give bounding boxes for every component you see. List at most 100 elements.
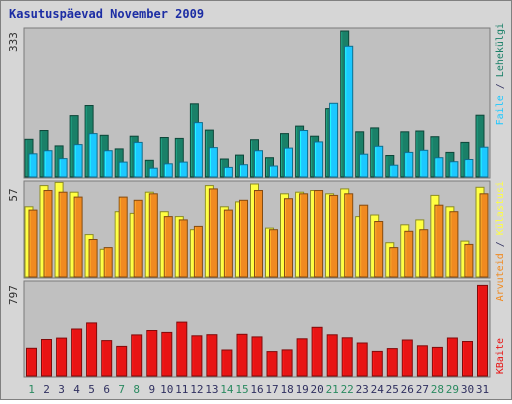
bar-Faile-21 xyxy=(329,102,339,178)
x-tick-label-21: 21 xyxy=(326,383,339,396)
bar-Faile-28 xyxy=(434,157,444,178)
series-Arvuteid xyxy=(28,188,489,278)
bar-KBaite-3 xyxy=(56,337,68,377)
y-max-label-bottom: 797 xyxy=(7,285,20,305)
bar-Arvuteid-17 xyxy=(269,229,278,278)
x-tick-label-23: 23 xyxy=(356,383,369,396)
bar-Arvuteid-15 xyxy=(239,199,248,278)
bar-Faile-11 xyxy=(178,161,188,178)
bar-Arvuteid-30 xyxy=(464,243,474,278)
bar-Arvuteid-18 xyxy=(284,198,293,278)
bar-Faile-7 xyxy=(118,161,128,178)
bar-Faile-6 xyxy=(103,150,113,178)
bar-KBaite-5 xyxy=(86,322,98,377)
x-tick-label-7: 7 xyxy=(118,383,125,396)
bar-Arvuteid-3 xyxy=(58,191,68,278)
x-tick-label-16: 16 xyxy=(250,383,263,396)
bar-KBaite-14 xyxy=(221,349,233,377)
bar-Arvuteid-25 xyxy=(389,247,399,278)
bar-Faile-20 xyxy=(314,141,324,178)
x-tick-label-17: 17 xyxy=(265,383,278,396)
bar-KBaite-24 xyxy=(371,350,383,377)
bar-Faile-10 xyxy=(163,163,173,178)
x-tick-label-1: 1 xyxy=(28,383,35,396)
bar-Faile-12 xyxy=(193,122,203,178)
x-tick-label-19: 19 xyxy=(295,383,308,396)
bar-Faile-27 xyxy=(419,149,429,178)
bar-Faile-8 xyxy=(133,141,143,178)
bar-KBaite-2 xyxy=(41,339,52,377)
legend-group: Arvuteid / Külastusi xyxy=(495,181,506,301)
bar-KBaite-7 xyxy=(116,345,128,377)
legend-KBaite: KBaite xyxy=(495,338,506,374)
bar-Arvuteid-31 xyxy=(479,193,489,278)
bar-KBaite-25 xyxy=(386,348,398,377)
bar-Arvuteid-6 xyxy=(103,247,113,278)
bar-KBaite-22 xyxy=(341,337,353,377)
bar-Arvuteid-28 xyxy=(434,204,444,278)
bar-Faile-17 xyxy=(269,165,278,178)
bar-KBaite-21 xyxy=(326,334,338,377)
bar-Faile-30 xyxy=(464,159,474,178)
bar-Faile-24 xyxy=(374,145,384,178)
bar-Arvuteid-23 xyxy=(359,204,369,278)
legend-group: Faile / Lehekülgi xyxy=(495,23,506,125)
bar-Arvuteid-19 xyxy=(299,193,309,278)
bar-Arvuteid-27 xyxy=(419,229,429,278)
x-tick-label-27: 27 xyxy=(416,383,429,396)
bar-KBaite-26 xyxy=(401,339,413,377)
bar-KBaite-31 xyxy=(477,284,488,377)
bar-KBaite-13 xyxy=(206,334,218,377)
x-tick-label-13: 13 xyxy=(205,383,218,396)
bar-KBaite-1 xyxy=(26,347,37,377)
bar-Faile-1 xyxy=(28,153,38,178)
legend-group: KBaite xyxy=(495,338,506,374)
legend-Faile: Faile xyxy=(495,95,506,125)
x-tick-label-10: 10 xyxy=(160,383,173,396)
x-tick-label-6: 6 xyxy=(103,383,110,396)
x-tick-label-20: 20 xyxy=(310,383,323,396)
panel-middle xyxy=(23,180,491,279)
bar-Arvuteid-4 xyxy=(73,196,83,278)
bar-KBaite-20 xyxy=(311,326,323,377)
legend-Arvuteid: Arvuteid xyxy=(495,253,506,301)
x-tick-label-14: 14 xyxy=(220,383,234,396)
bar-Faile-31 xyxy=(479,146,489,178)
bar-Faile-22 xyxy=(344,45,354,178)
bar-KBaite-8 xyxy=(131,334,143,377)
bar-Faile-4 xyxy=(73,144,83,178)
bar-Faile-16 xyxy=(254,150,263,178)
x-tick-label-25: 25 xyxy=(386,383,399,396)
bar-Faile-14 xyxy=(223,166,233,178)
bar-Faile-3 xyxy=(58,158,68,178)
bar-Arvuteid-10 xyxy=(163,216,173,278)
bar-Arvuteid-2 xyxy=(43,190,53,278)
bar-Arvuteid-14 xyxy=(223,209,233,278)
bar-Arvuteid-29 xyxy=(449,211,459,278)
panel-top xyxy=(23,27,491,179)
bar-Faile-2 xyxy=(43,150,53,178)
bar-KBaite-15 xyxy=(236,333,248,377)
x-tick-label-8: 8 xyxy=(133,383,140,396)
bar-Faile-29 xyxy=(449,161,459,178)
bar-KBaite-29 xyxy=(446,337,458,377)
bar-KBaite-9 xyxy=(146,330,158,377)
x-tick-label-3: 3 xyxy=(58,383,65,396)
chart-panels xyxy=(23,27,491,378)
x-tick-label-2: 2 xyxy=(43,383,50,396)
bar-KBaite-17 xyxy=(266,351,278,377)
bar-Arvuteid-5 xyxy=(88,239,98,278)
bar-KBaite-23 xyxy=(356,342,368,377)
x-tick-label-29: 29 xyxy=(446,383,459,396)
x-tick-label-28: 28 xyxy=(431,383,444,396)
bar-Faile-19 xyxy=(299,130,309,178)
bar-Faile-9 xyxy=(148,167,158,178)
x-tick-label-31: 31 xyxy=(476,383,489,396)
x-tick-label-4: 4 xyxy=(73,383,80,396)
bar-KBaite-16 xyxy=(251,336,263,377)
bar-Arvuteid-26 xyxy=(404,230,414,278)
legend-Külastusi: Külastusi xyxy=(495,181,506,235)
x-tick-label-12: 12 xyxy=(190,383,203,396)
